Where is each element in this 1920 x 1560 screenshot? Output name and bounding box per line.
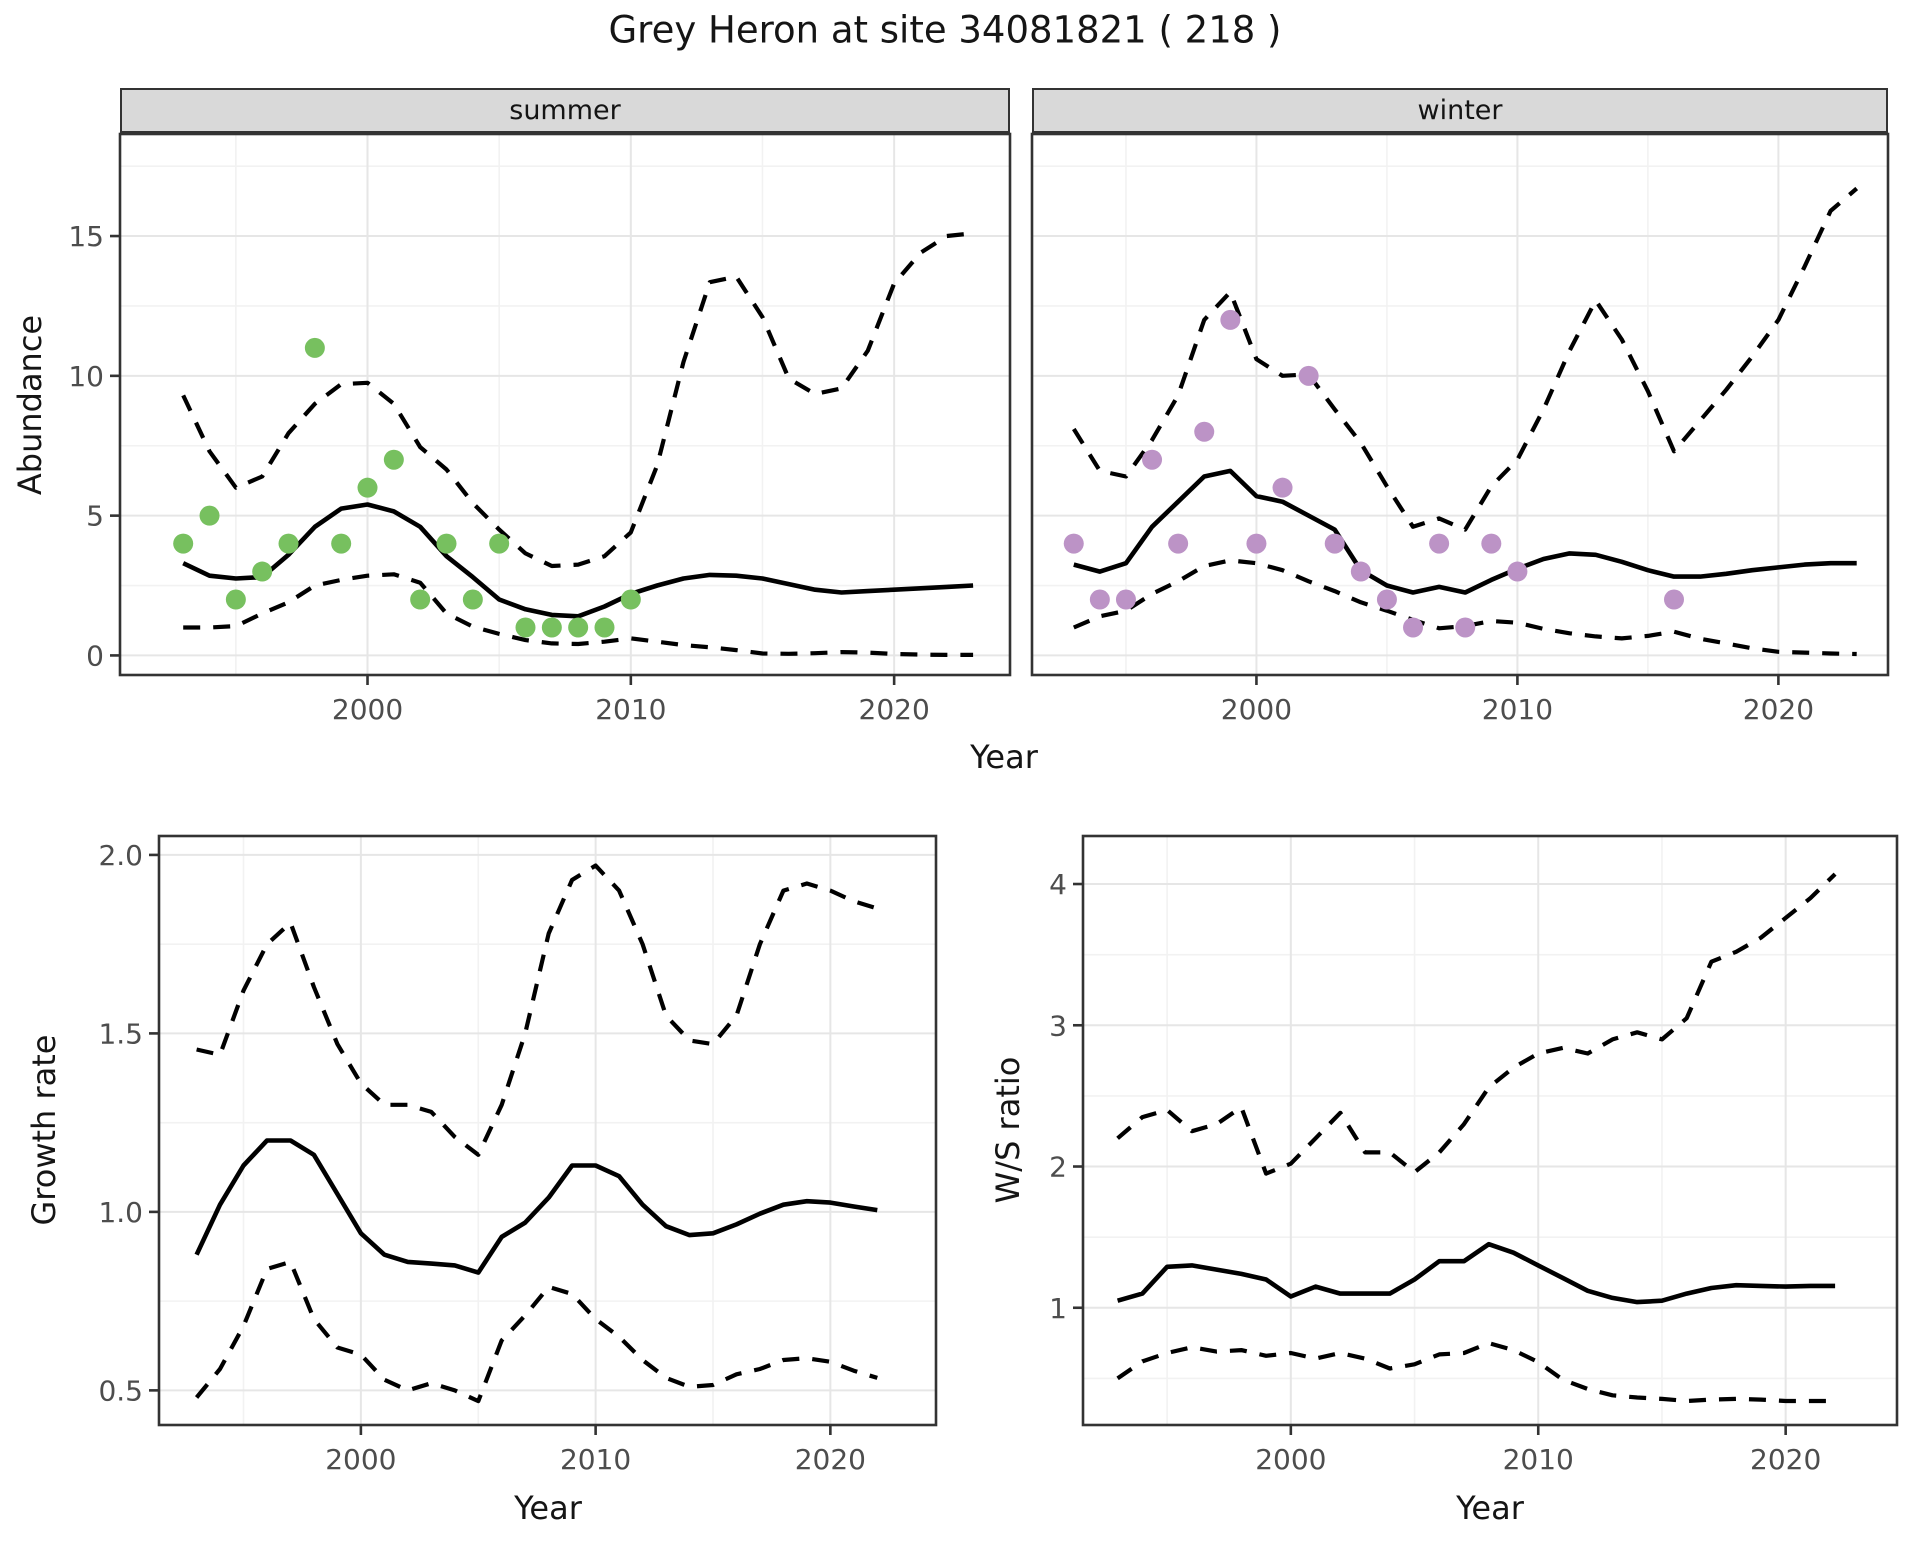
y-axis-title-abundance: Abundance	[11, 314, 49, 496]
data-point	[568, 617, 589, 638]
x-tick-label: 2010	[595, 693, 666, 726]
data-point	[1403, 617, 1424, 638]
panel-bg-abundance-summer	[120, 134, 1010, 675]
data-point	[410, 589, 431, 610]
y-tick-label: 15	[68, 220, 104, 253]
x-tick-label: 2020	[1750, 1443, 1821, 1476]
x-axis-title-year-growth: Year	[514, 1489, 582, 1527]
data-point	[1272, 477, 1293, 498]
y-tick-label: 2.0	[98, 839, 143, 872]
data-point	[1298, 365, 1319, 386]
data-point	[541, 617, 562, 638]
fit-line-ws-ratio	[1116, 1241, 1836, 1305]
x-tick-label: 2000	[332, 693, 403, 726]
data-point	[1324, 533, 1345, 554]
data-point	[304, 337, 325, 358]
data-point	[594, 617, 615, 638]
data-point	[436, 533, 457, 554]
data-point	[357, 477, 378, 498]
facet-strip-summer-label: summer	[509, 95, 621, 126]
data-point	[489, 533, 510, 554]
data-point	[1429, 533, 1450, 554]
y-tick-label: 1	[1049, 1292, 1067, 1325]
data-point	[1168, 533, 1189, 554]
data-point	[1246, 533, 1267, 554]
x-tick-label: 2000	[1255, 1443, 1326, 1476]
fit-line-abundance-winter	[1073, 468, 1857, 595]
data-point	[383, 449, 404, 470]
data-point	[1063, 533, 1084, 554]
y-tick-label: 4	[1049, 868, 1067, 901]
facet-strip-summer: summer	[120, 88, 1010, 133]
y-tick-label: 0	[86, 639, 104, 672]
ci-upper-line-abundance-winter	[1072, 186, 1859, 532]
x-tick-label: 2010	[1503, 1443, 1574, 1476]
data-point	[620, 589, 641, 610]
data-point	[515, 617, 536, 638]
x-tick-label: 2020	[1743, 693, 1814, 726]
data-point	[1481, 533, 1502, 554]
data-point	[1350, 561, 1371, 582]
y-tick-label: 10	[68, 360, 104, 393]
x-tick-label: 2010	[560, 1443, 631, 1476]
data-point	[1664, 589, 1684, 610]
data-point	[1142, 449, 1163, 470]
x-tick-label: 2000	[1221, 693, 1292, 726]
ci-lower-line-ws-ratio	[1116, 1341, 1836, 1404]
data-point	[252, 561, 273, 582]
panel-border-growth-rate	[157, 834, 938, 1427]
y-tick-label: 2	[1049, 1151, 1067, 1184]
x-tick-label: 2020	[859, 693, 930, 726]
fit-line-abundance-summer	[182, 502, 974, 619]
data-point	[462, 589, 483, 610]
data-point	[1194, 421, 1215, 442]
panel-border-abundance-winter	[1030, 132, 1890, 677]
data-point	[199, 505, 220, 526]
x-tick-label: 2000	[325, 1443, 396, 1476]
y-tick-label: 5	[86, 500, 104, 533]
data-point	[331, 533, 352, 554]
y-tick-label: 1.5	[98, 1017, 143, 1050]
facet-strip-winter: winter	[1032, 88, 1888, 133]
page-title: Grey Heron at site 34081821 ( 218 )	[608, 8, 1282, 52]
data-point	[1455, 617, 1476, 638]
data-point	[173, 533, 194, 554]
x-axis-title-year-top: Year	[970, 738, 1038, 776]
y-tick-label: 0.5	[98, 1374, 143, 1407]
panel-border-abundance-summer	[118, 132, 1012, 677]
y-tick-label: 1.0	[98, 1196, 143, 1229]
panel-bg-abundance-winter	[1032, 134, 1888, 675]
data-point	[1115, 589, 1136, 610]
y-axis-title-ws-ratio: W/S ratio	[989, 1056, 1027, 1204]
y-tick-label: 3	[1049, 1009, 1067, 1042]
facet-strip-winter-label: winter	[1417, 95, 1503, 126]
data-point	[1507, 561, 1528, 582]
ci-upper-line-abundance-summer	[181, 231, 974, 569]
data-point	[1376, 589, 1397, 610]
ci-lower-line-growth-rate	[194, 1259, 878, 1404]
ci-upper-line-ws-ratio	[1116, 872, 1837, 1176]
data-point	[1089, 589, 1110, 610]
x-tick-label: 2020	[795, 1443, 866, 1476]
x-tick-label: 2010	[1482, 693, 1553, 726]
data-point	[278, 533, 299, 554]
data-point	[1220, 309, 1241, 330]
panel-bg-ws-ratio	[1083, 836, 1897, 1425]
panel-border-ws-ratio	[1081, 834, 1899, 1427]
fit-line-growth-rate	[194, 1138, 878, 1275]
x-axis-title-year-ws: Year	[1456, 1489, 1524, 1527]
ci-lower-line-abundance-summer	[183, 572, 974, 657]
y-axis-title-growth-rate: Growth rate	[25, 1034, 63, 1226]
data-point	[225, 589, 246, 610]
panel-bg-growth-rate	[159, 836, 936, 1425]
